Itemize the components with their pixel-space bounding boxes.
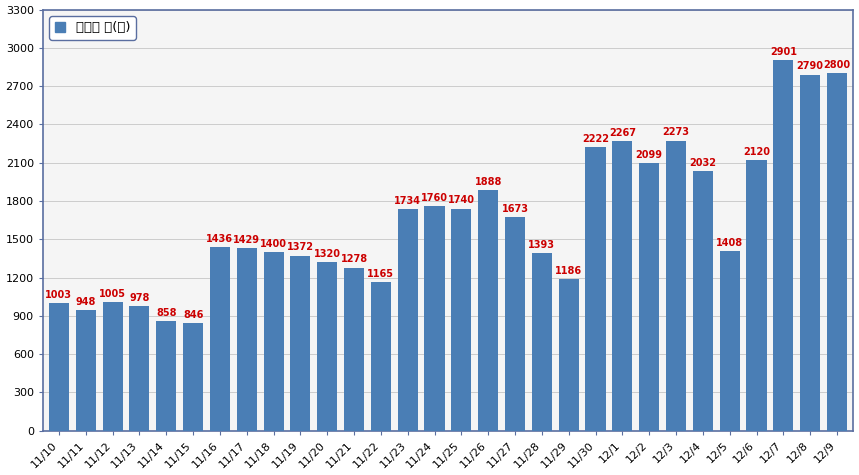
Bar: [505, 217, 525, 431]
Bar: [398, 209, 417, 431]
Text: 1888: 1888: [474, 177, 502, 187]
Text: 846: 846: [183, 310, 204, 320]
Text: 2120: 2120: [743, 147, 770, 157]
Text: 2099: 2099: [636, 150, 662, 160]
Text: 1673: 1673: [502, 204, 528, 214]
Text: 2222: 2222: [582, 134, 609, 144]
Text: 2267: 2267: [609, 128, 636, 138]
Bar: [451, 209, 472, 431]
Text: 2800: 2800: [824, 60, 850, 70]
Text: 1005: 1005: [99, 289, 126, 299]
Text: 1278: 1278: [340, 255, 368, 265]
Text: 948: 948: [76, 296, 96, 306]
Bar: [264, 252, 283, 431]
Text: 1436: 1436: [206, 234, 234, 244]
Bar: [424, 206, 445, 431]
Bar: [237, 248, 257, 431]
Bar: [102, 303, 123, 431]
Text: 978: 978: [129, 293, 149, 303]
Text: 1320: 1320: [314, 249, 341, 259]
Text: 1429: 1429: [234, 235, 260, 245]
Text: 1003: 1003: [46, 290, 72, 300]
Bar: [773, 60, 794, 431]
Bar: [693, 171, 713, 431]
Text: 1393: 1393: [528, 240, 556, 250]
Bar: [746, 160, 766, 431]
Bar: [720, 251, 740, 431]
Bar: [827, 73, 847, 431]
Text: 2032: 2032: [690, 158, 716, 168]
Text: 1400: 1400: [260, 239, 287, 249]
Text: 1372: 1372: [287, 242, 314, 252]
Bar: [612, 142, 632, 431]
Text: 2790: 2790: [796, 61, 824, 71]
Text: 1186: 1186: [555, 266, 582, 276]
Bar: [156, 321, 176, 431]
Bar: [586, 147, 606, 431]
Text: 2901: 2901: [770, 48, 797, 57]
Text: 1165: 1165: [368, 269, 394, 279]
Text: 1740: 1740: [448, 195, 475, 206]
Bar: [76, 310, 96, 431]
Legend: 확진자 수(명): 확진자 수(명): [50, 16, 136, 40]
Bar: [800, 75, 820, 431]
Bar: [532, 253, 552, 431]
Bar: [558, 279, 579, 431]
Bar: [371, 282, 391, 431]
Bar: [210, 247, 230, 431]
Bar: [639, 163, 659, 431]
Bar: [290, 256, 310, 431]
Bar: [666, 141, 686, 431]
Text: 858: 858: [156, 308, 176, 318]
Bar: [183, 323, 203, 431]
Text: 1734: 1734: [394, 196, 421, 206]
Bar: [130, 306, 149, 431]
Bar: [317, 262, 338, 431]
Text: 1408: 1408: [716, 238, 743, 248]
Bar: [49, 303, 69, 431]
Text: 2273: 2273: [662, 127, 690, 137]
Bar: [344, 267, 364, 431]
Bar: [478, 190, 498, 431]
Text: 1760: 1760: [421, 193, 448, 203]
